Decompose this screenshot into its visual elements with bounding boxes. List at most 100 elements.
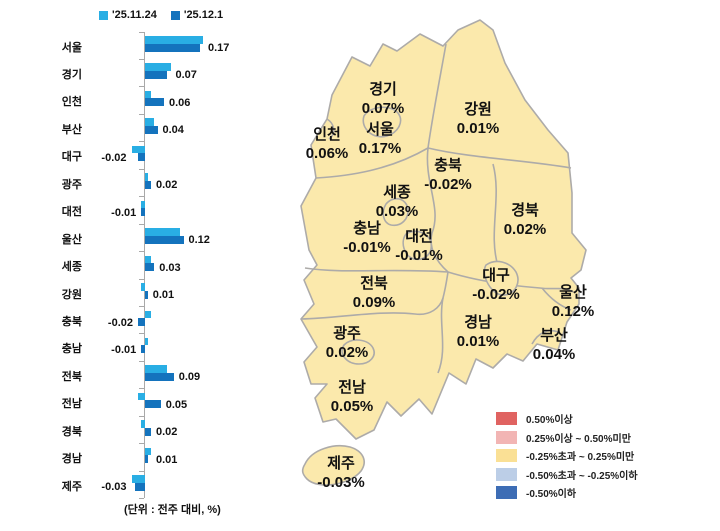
map-legend-row-1: 0.25%이상 ~ 0.50%미만 (496, 430, 638, 445)
map-label-서울: 서울 0.17% (325, 120, 435, 158)
map-region-name: 울산 (559, 284, 587, 301)
map-label-강원: 강원 0.01% (423, 100, 533, 138)
map-label-경남: 경남 0.01% (423, 313, 533, 351)
map-region-name: 경북 (511, 202, 539, 219)
category-label-서울: 서울 (61, 41, 82, 54)
value-label-광주: 0.02 (156, 179, 178, 192)
bar-curr-제주 (134, 482, 145, 491)
category-label-경북: 경북 (61, 425, 82, 438)
category-label-전남: 전남 (61, 398, 82, 411)
bar-prev-강원 (141, 283, 145, 291)
korea-map-svg (300, 19, 587, 486)
map-region-value: -0.01% (395, 247, 443, 264)
category-label-충북: 충북 (61, 316, 82, 328)
map-legend-row-4: -0.50%이하 (496, 486, 638, 501)
value-label-제주: -0.03 (101, 481, 127, 494)
value-label-대구: -0.02 (101, 151, 127, 164)
bar-prev-충북 (144, 310, 151, 318)
axis-tick (139, 443, 144, 445)
axis-tick (139, 388, 144, 390)
gwangju-shape (341, 339, 375, 365)
map-region-name: 충남 (353, 220, 381, 237)
korea-choropleth-map: 경기 0.07% 강원 0.01% 인천 0.06% 서울 0.17% 충북 -0.02% 세종 0.… (280, 18, 720, 523)
map-region-value: -0.02% (424, 176, 472, 193)
bar-curr-강원 (144, 290, 148, 299)
map-legend-label: -0.25%초과 ~ 0.25%미만 (526, 452, 635, 464)
axis-tick (139, 31, 144, 33)
axis-tick (139, 58, 144, 60)
map-region-value: 0.04% (532, 346, 576, 363)
map-label-전북: 전북 0.09% (319, 274, 429, 312)
border-chungnam-jeonbuk (304, 267, 449, 273)
map-region-name: 경기 (369, 81, 397, 98)
border-jeonnam-gyeongnam (437, 297, 444, 374)
map-color-legend: 0.50%이상 0.25%이상 ~ 0.50%미만 -0.25%초과 ~ 0.25%… (496, 412, 638, 505)
map-label-세종: 세종 0.03% (342, 183, 452, 221)
border-gangwon-south (427, 147, 572, 169)
bar-prev-울산 (144, 228, 181, 236)
bar-prev-경기 (144, 63, 171, 71)
value-label-부산: 0.04 (162, 124, 184, 137)
category-label-광주: 광주 (61, 178, 82, 191)
weekly-change-bar-chart: '25.11.24 '25.12.1 서울 0.17 경기 0.07 인천 0.06 부산 0.… (0, 0, 280, 531)
map-label-대구: 대구 -0.02% (441, 266, 551, 304)
map-region-name: 대구 (482, 267, 510, 284)
map-region-name: 전북 (360, 275, 388, 292)
map-legend-label: 0.50%이상 (526, 415, 573, 426)
category-label-대전: 대전 (61, 206, 82, 219)
jeju-shape (301, 445, 365, 486)
daejeon-shape (402, 230, 433, 261)
map-region-name: 인천 (313, 126, 341, 143)
map-legend-label: -0.50%이하 (526, 489, 577, 501)
bar-curr-대구 (138, 153, 145, 162)
axis-tick (139, 415, 144, 417)
map-region-value: 0.01% (456, 333, 500, 350)
axis-tick (139, 168, 144, 170)
bar-curr-경남 (144, 455, 148, 464)
map-label-울산: 울산 0.12% (518, 283, 628, 321)
map-label-대전: 대전 -0.01% (364, 227, 474, 265)
bar-curr-인천 (144, 98, 164, 107)
axis-tick (139, 306, 144, 307)
value-label-인천: 0.06 (169, 96, 191, 109)
axis-tick (139, 278, 144, 280)
map-region-value: -0.02% (472, 286, 520, 303)
category-label-제주: 제주 (61, 480, 82, 493)
bar-prev-광주 (144, 173, 148, 181)
border-gyeonggi-south (315, 147, 429, 179)
category-label-충남: 충남 (61, 343, 82, 356)
value-label-경남: 0.01 (156, 453, 178, 466)
axis-tick (139, 141, 144, 143)
legend-series-name: '25.11.24 (112, 9, 157, 21)
axis-tick (139, 498, 144, 500)
bar-curr-대전 (141, 208, 145, 217)
bar-curr-부산 (144, 125, 158, 134)
axis-tick (139, 86, 144, 88)
map-region-name: 세종 (383, 184, 411, 201)
bar-curr-경기 (144, 70, 168, 79)
map-label-경북: 경북 0.02% (470, 201, 580, 239)
map-legend-row-2: -0.25%초과 ~ 0.25%미만 (496, 449, 638, 464)
bar-curr-전남 (144, 400, 161, 409)
map-legend-swatch-icon (496, 430, 517, 444)
unit-note: (단위 : 전주 대비, %) (124, 504, 221, 516)
map-label-충북: 충북 -0.02% (393, 156, 503, 194)
seoul-shape (362, 106, 402, 138)
map-legend-row-3: -0.50%초과 ~ -0.25%이하 (496, 467, 638, 482)
chart-legend-item-0: '25.11.24 (99, 9, 157, 21)
map-label-제주: 제주 -0.03% (286, 454, 396, 492)
legend-series-name: '25.12.1 (183, 9, 224, 21)
map-region-name: 부산 (540, 327, 568, 344)
bar-prev-전북 (144, 365, 168, 373)
map-legend-row-0: 0.50%이상 (496, 412, 638, 426)
map-region-value: 0.02% (325, 344, 369, 361)
border-incheon (326, 118, 335, 140)
bar-curr-충남 (141, 345, 145, 354)
category-label-부산: 부산 (61, 123, 82, 136)
map-region-value: -0.03% (317, 474, 365, 491)
axis-tick (139, 333, 144, 335)
value-label-울산: 0.12 (188, 234, 210, 247)
legend-swatch-icon (170, 10, 180, 20)
map-legend-swatch-icon (496, 486, 517, 500)
